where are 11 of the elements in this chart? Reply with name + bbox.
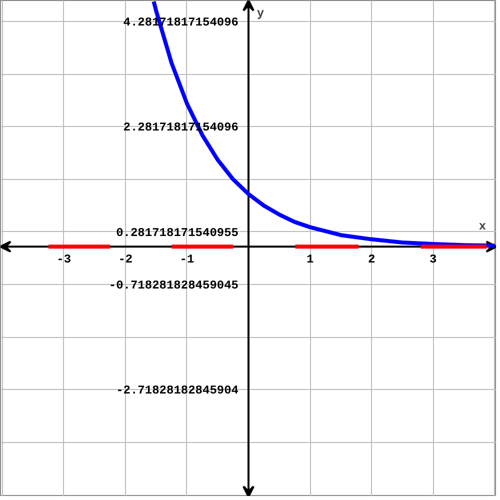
x-tick-label: -3 [56, 252, 72, 267]
x-tick-label: -2 [118, 252, 133, 267]
y-tick-label: 0.281718171540955 [116, 226, 238, 240]
y-tick-label: -2.71828182845904 [116, 384, 238, 398]
x-tick-label: 3 [430, 252, 437, 267]
x-tick-label: 2 [368, 252, 376, 267]
x-tick-label: 1 [306, 252, 314, 267]
y-axis-title: y [256, 6, 264, 20]
x-tick-label: -1 [180, 252, 194, 267]
y-tick-label: -0.718281828459045 [108, 278, 239, 292]
x-axis-title: x [478, 220, 486, 234]
